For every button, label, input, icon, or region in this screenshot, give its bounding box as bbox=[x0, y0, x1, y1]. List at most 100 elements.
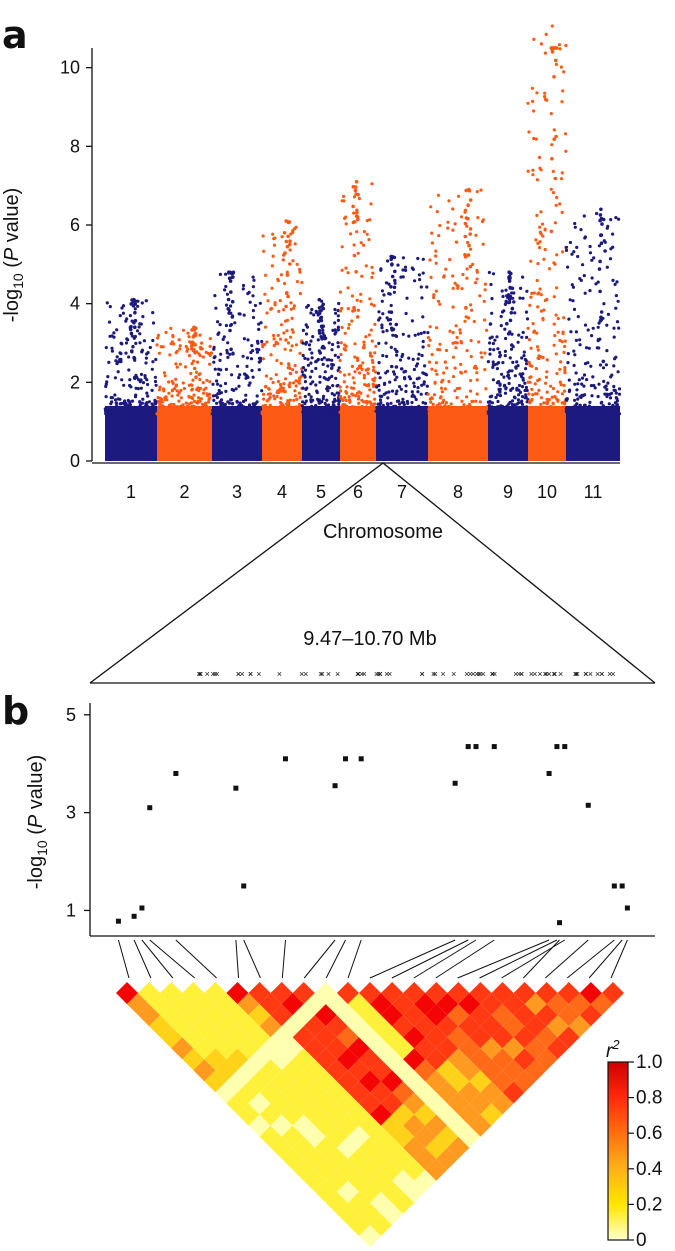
ld-cell bbox=[414, 1147, 437, 1170]
snp-point bbox=[573, 221, 577, 226]
snp-point bbox=[151, 321, 156, 325]
snp-point bbox=[169, 402, 173, 406]
snp-point bbox=[334, 311, 338, 315]
snp-position-marks: ×× ×× ×× ××× ×× × ×× ×× × ××× ××××× × × × ×× × ×× ×× ×× ×× ×… bbox=[196, 669, 615, 679]
snp-point bbox=[377, 388, 381, 392]
snp-point bbox=[605, 323, 609, 327]
snp-mark: × bbox=[205, 669, 210, 679]
snp-point bbox=[260, 389, 264, 393]
snp-point bbox=[404, 369, 408, 373]
snp-point bbox=[343, 373, 347, 377]
snp-point bbox=[580, 410, 585, 414]
snp-point bbox=[153, 375, 157, 379]
snp-point bbox=[551, 169, 555, 173]
color-scale-bar bbox=[607, 1061, 629, 1241]
snp-point bbox=[475, 378, 479, 382]
ld-cell bbox=[381, 1004, 404, 1027]
snp-point bbox=[550, 143, 554, 147]
ld-cell bbox=[336, 1026, 359, 1049]
snp-point bbox=[311, 335, 315, 339]
ld-cell bbox=[414, 1037, 437, 1060]
snp-point bbox=[389, 345, 393, 349]
snp-mark: × bbox=[607, 669, 612, 679]
snp-point bbox=[279, 323, 284, 327]
snp-point bbox=[271, 380, 275, 385]
snp-point bbox=[229, 398, 233, 402]
snp-point bbox=[238, 373, 242, 377]
ld-cell bbox=[458, 993, 481, 1016]
snp-point bbox=[590, 394, 594, 398]
snp-point bbox=[343, 396, 347, 400]
snp-point bbox=[578, 338, 582, 342]
snp-point bbox=[225, 292, 229, 296]
snp-point bbox=[283, 281, 287, 286]
snp-point bbox=[322, 356, 326, 360]
snp-point bbox=[244, 393, 248, 397]
snp-point bbox=[263, 325, 268, 329]
chromosome-10-points bbox=[526, 24, 568, 461]
snp-point bbox=[495, 412, 499, 416]
snp-point bbox=[488, 322, 492, 326]
snp-point bbox=[129, 331, 134, 336]
snp-point bbox=[364, 368, 368, 372]
snp-point bbox=[284, 338, 288, 342]
snp-point bbox=[535, 178, 540, 182]
ld-cell bbox=[116, 982, 139, 1005]
snp-point bbox=[403, 377, 407, 381]
ld-cell bbox=[403, 1004, 426, 1027]
connector-line bbox=[523, 939, 560, 979]
snp-point bbox=[430, 367, 434, 371]
snp-point bbox=[520, 395, 525, 399]
snp-point bbox=[353, 185, 358, 189]
snp-point bbox=[536, 241, 540, 245]
snp-point bbox=[537, 354, 541, 358]
ld-cell bbox=[336, 982, 359, 1005]
snp-point bbox=[537, 291, 541, 295]
snp-point bbox=[270, 286, 274, 290]
snp-point bbox=[131, 412, 135, 416]
snp-point bbox=[200, 341, 204, 345]
snp-point bbox=[539, 402, 543, 406]
snp-point bbox=[133, 325, 137, 330]
snp-point bbox=[113, 398, 118, 402]
snp-point bbox=[143, 376, 147, 380]
regional-point bbox=[557, 920, 563, 926]
snp-point bbox=[435, 210, 439, 214]
snp-point bbox=[310, 307, 314, 312]
ld-cell bbox=[513, 1070, 536, 1093]
snp-point bbox=[332, 393, 336, 397]
y-tick-label: 8 bbox=[70, 136, 80, 156]
snp-mark: × bbox=[480, 669, 485, 679]
snp-point bbox=[431, 402, 435, 406]
snp-point bbox=[321, 394, 326, 398]
snp-point bbox=[555, 397, 559, 401]
snp-point bbox=[460, 287, 464, 291]
snp-point bbox=[454, 346, 458, 350]
snp-point bbox=[503, 354, 507, 358]
snp-point bbox=[141, 381, 146, 385]
ld-cell bbox=[248, 1048, 271, 1071]
snp-point bbox=[534, 367, 539, 371]
snp-point bbox=[387, 292, 391, 296]
snp-point bbox=[493, 363, 497, 367]
snp-point bbox=[578, 404, 582, 408]
snp-point bbox=[337, 301, 341, 306]
snp-point bbox=[451, 274, 455, 278]
snp-point bbox=[539, 309, 544, 313]
snp-point bbox=[242, 405, 246, 409]
snp-point bbox=[503, 349, 507, 353]
snp-point bbox=[494, 395, 498, 400]
snp-point bbox=[276, 277, 280, 281]
snp-mark: × bbox=[544, 669, 549, 679]
snp-point bbox=[333, 353, 337, 357]
snp-point bbox=[529, 346, 533, 350]
snp-point bbox=[115, 355, 119, 359]
snp-point bbox=[251, 275, 255, 279]
snp-point bbox=[179, 396, 183, 400]
snp-point bbox=[535, 278, 539, 283]
snp-point bbox=[475, 268, 479, 273]
snp-point bbox=[389, 310, 394, 315]
snp-mark: × bbox=[299, 669, 304, 679]
snp-point bbox=[230, 299, 235, 304]
snp-point bbox=[156, 396, 160, 400]
